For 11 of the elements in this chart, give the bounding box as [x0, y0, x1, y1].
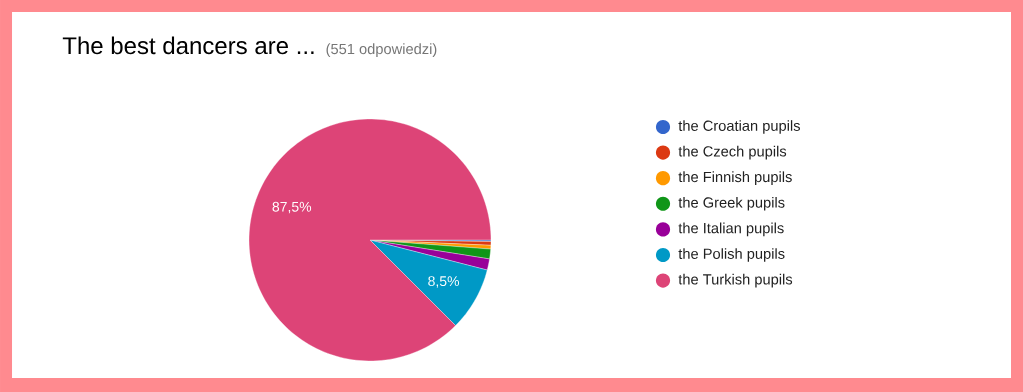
legend-label: the Croatian pupils [678, 120, 800, 134]
legend-label: the Polish pupils [678, 248, 785, 262]
legend-label: the Greek pupils [678, 196, 785, 211]
chart-subtitle: (551 odpowiedzi) [326, 43, 437, 58]
legend-label: the Czech pupils [678, 145, 787, 160]
legend-label: the Turkish pupils [678, 273, 793, 288]
legend-label: the Italian pupils [678, 222, 784, 237]
chart-title: The best dancers are ... [62, 36, 314, 55]
data-label: 8,5% [428, 276, 460, 288]
data-label: 87,5% [272, 201, 312, 214]
legend-label: the Finnish pupils [678, 171, 792, 186]
